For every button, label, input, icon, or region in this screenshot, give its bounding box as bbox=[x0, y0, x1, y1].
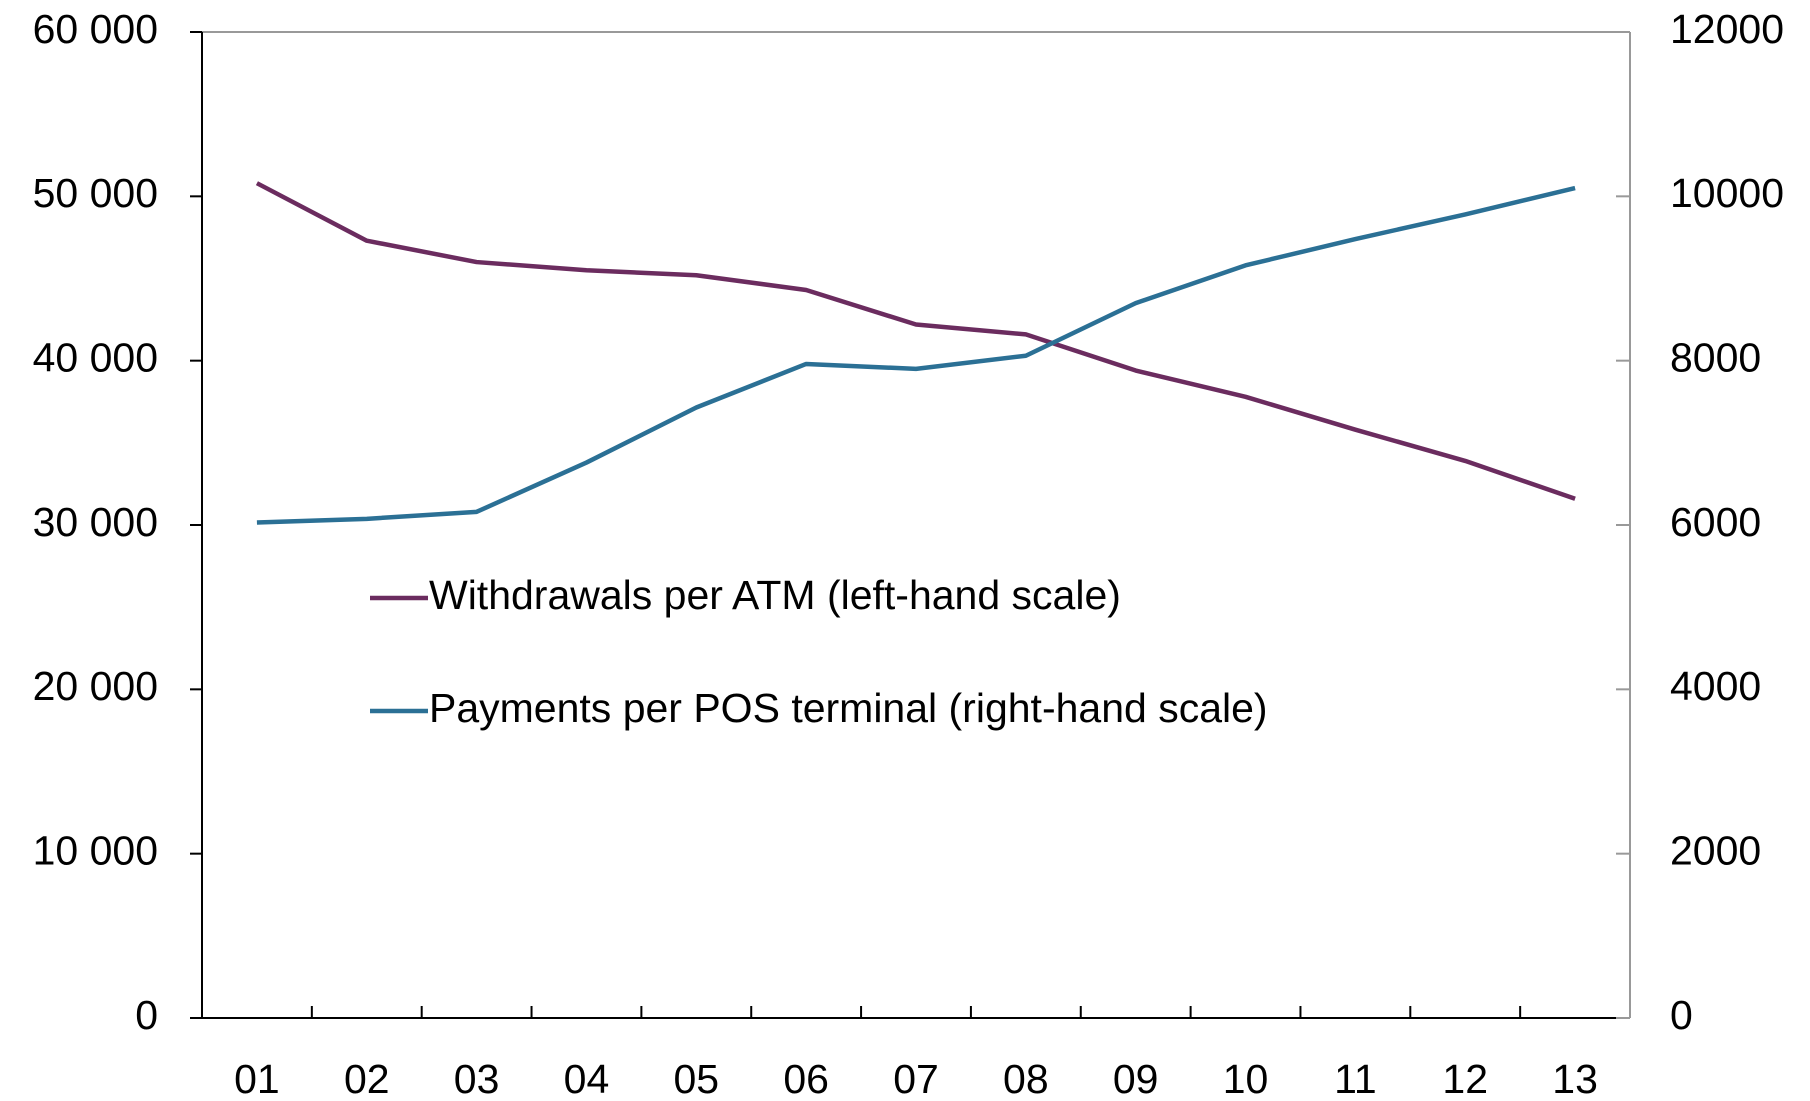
y2-tick-label: 12000 bbox=[1670, 6, 1784, 52]
x-tick-label: 12 bbox=[1442, 1056, 1488, 1101]
y2-tick-label: 8000 bbox=[1670, 334, 1761, 380]
y-tick-label: 60 000 bbox=[33, 6, 158, 52]
x-tick-label: 13 bbox=[1552, 1056, 1598, 1101]
x-tick-label: 09 bbox=[1113, 1056, 1159, 1101]
x-tick-label: 04 bbox=[564, 1056, 610, 1101]
legend-label: Payments per POS terminal (right-hand sc… bbox=[429, 685, 1268, 731]
x-tick-label: 01 bbox=[234, 1056, 280, 1101]
x-tick-label: 07 bbox=[893, 1056, 939, 1101]
x-tick-label: 02 bbox=[344, 1056, 390, 1101]
y-tick-label: 20 000 bbox=[33, 663, 158, 709]
x-tick-label: 11 bbox=[1334, 1056, 1377, 1101]
x-tick-label: 10 bbox=[1223, 1056, 1269, 1101]
x-tick-label: 08 bbox=[1003, 1056, 1049, 1101]
y-tick-label: 30 000 bbox=[33, 499, 158, 545]
y-tick-label: 0 bbox=[135, 992, 158, 1038]
y2-tick-label: 10000 bbox=[1670, 170, 1784, 216]
y2-tick-label: 0 bbox=[1670, 992, 1693, 1038]
series-line bbox=[256, 185, 1576, 525]
legend-label: Withdrawals per ATM (left-hand scale) bbox=[429, 572, 1121, 618]
series-line bbox=[255, 181, 1576, 501]
y-tick-label: 40 000 bbox=[33, 334, 158, 380]
x-tick-label: 03 bbox=[454, 1056, 500, 1101]
y2-tick-label: 2000 bbox=[1670, 827, 1761, 873]
y2-tick-label: 4000 bbox=[1670, 663, 1761, 709]
y-tick-label: 10 000 bbox=[33, 827, 158, 873]
x-tick-label: 05 bbox=[674, 1056, 720, 1101]
y-tick-label: 50 000 bbox=[33, 170, 158, 216]
y2-tick-label: 6000 bbox=[1670, 499, 1761, 545]
x-tick-label: 06 bbox=[783, 1056, 829, 1101]
